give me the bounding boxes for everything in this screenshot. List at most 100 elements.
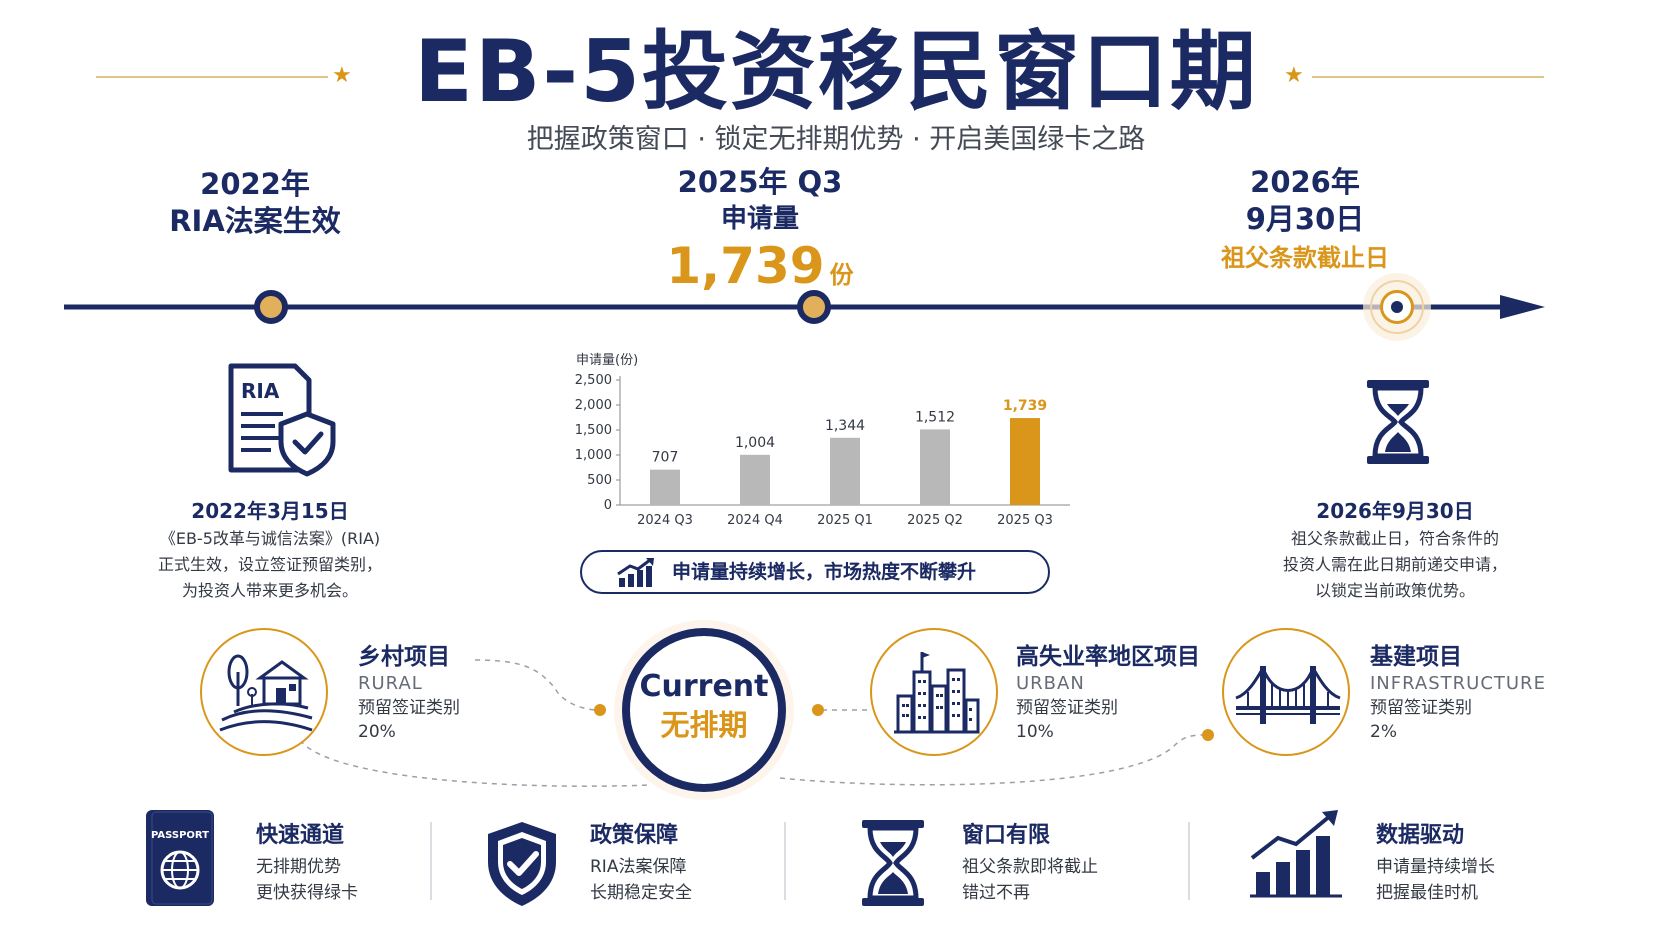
chart-x-tick-label: 2024 Q4 <box>727 513 783 528</box>
decor-line-right <box>1312 76 1544 78</box>
feature-line: RIA法案保障 <box>590 857 687 877</box>
category-pct: 10% <box>1016 722 1054 742</box>
chart-y-tick-label: 0 <box>604 498 612 513</box>
category-en: RURAL <box>358 673 423 694</box>
chart-y-tick-label: 1,500 <box>575 423 612 438</box>
trending-up-chart-icon <box>617 558 654 587</box>
dashed-connectors <box>299 659 1214 787</box>
deadline-date: 2026年9月30日 <box>1316 499 1474 523</box>
chart-bar <box>740 454 770 505</box>
milestone-2025: 2025年 Q3 申请量 1,739 份 <box>610 164 910 306</box>
divider <box>1188 822 1190 900</box>
page-subtitle: 把握政策窗口 · 锁定无排期优势 · 开启美国绿卡之路 <box>526 124 1146 155</box>
feature-line: 更快获得绿卡 <box>256 883 358 903</box>
timeline-arrow-icon <box>1500 295 1545 319</box>
feature-title: 窗口有限 <box>962 823 1051 848</box>
ria-description: 2022年3月15日 《EB-5改革与诚信法案》(RIA) 正式生效，设立签证预… <box>120 496 420 604</box>
svg-text:RIA: RIA <box>241 379 280 403</box>
growth-chart-icon <box>1250 810 1342 898</box>
ria-desc-line: 正式生效，设立签证预留类别， <box>157 555 382 574</box>
chart-y-axis-label: 申请量(份) <box>576 353 638 368</box>
hourglass-icon <box>1367 380 1429 464</box>
page-title: EB-5投资移民窗口期 <box>414 22 1258 122</box>
feature-title: 数据驱动 <box>1376 823 1465 848</box>
infrastructure-icon-circle <box>1222 628 1350 756</box>
urban-icon-circle <box>870 628 998 756</box>
milestone-year: 2022年 <box>200 167 310 201</box>
chart-x-tick-label: 2025 Q2 <box>907 513 963 528</box>
category-desc: 预留签证类别 <box>358 698 460 718</box>
milestone-date: 9月30日 <box>1245 202 1365 236</box>
chart-y-tick-label: 2,500 <box>575 373 612 388</box>
deadline-desc-line: 投资人需在此日期前递交申请， <box>1282 555 1507 574</box>
milestone-value: 1,739 份 <box>610 238 910 306</box>
category-en: INFRASTRUCTURE <box>1370 673 1546 694</box>
passport-icon-text: PASSPORT <box>151 830 209 841</box>
chart-bar <box>1010 418 1040 505</box>
feature-title: 快速通道 <box>256 823 345 848</box>
timeline-node-2022 <box>254 290 288 324</box>
category-desc: 预留签证类别 <box>1016 698 1118 718</box>
trend-banner-text: 申请量持续增长，市场热度不断攀升 <box>672 561 977 583</box>
deadline-desc-line: 祖父条款截止日，符合条件的 <box>1290 529 1499 548</box>
applications-bar-chart: 申请量(份) 0 500 1,000 1,500 2,000 2,500 707 2024 Q3… <box>575 353 1070 528</box>
category-desc: 预留签证类别 <box>1370 698 1472 718</box>
hourglass-icon <box>862 820 924 906</box>
milestone-year: 2025年 Q3 <box>677 165 843 199</box>
category-rural: 乡村项目 RURAL 预留签证类别 20% <box>358 642 578 744</box>
city-buildings-icon <box>894 652 980 734</box>
deadline-description: 2026年9月30日 祖父条款截止日，符合条件的 投资人需在此日期前递交申请， … <box>1240 496 1550 604</box>
category-title: 高失业率地区项目 <box>1016 644 1200 670</box>
ria-document-shield-icon: RIA <box>228 363 336 477</box>
timeline-node-2025 <box>797 290 831 324</box>
timeline-axis <box>64 273 1545 341</box>
milestone-label: 申请量 <box>720 204 799 234</box>
feature-title: 政策保障 <box>590 823 679 848</box>
chart-y-tick-label: 2,000 <box>575 398 612 413</box>
trend-banner: 申请量持续增长，市场热度不断攀升 <box>580 550 1050 594</box>
feature-line: 祖父条款即将截止 <box>962 857 1098 877</box>
feature-line: 申请量持续增长 <box>1376 857 1495 877</box>
feature-line: 长期稳定安全 <box>590 883 692 903</box>
milestone-2026: 2026年 9月30日 祖父条款截止日 <box>1160 164 1450 273</box>
divider <box>784 822 786 900</box>
category-en: URBAN <box>1016 673 1085 694</box>
rural-house-icon <box>219 654 313 732</box>
category-pct: 20% <box>358 722 396 742</box>
rural-icon-circle <box>200 628 328 756</box>
chart-y-tick-label: 500 <box>587 473 612 488</box>
feature-line: 把握最佳时机 <box>1376 883 1478 903</box>
milestone-2022: 2022年 RIA法案生效 <box>130 166 380 240</box>
decor-line-left <box>96 76 328 78</box>
bridge-icon <box>1235 666 1341 724</box>
feature-fast-track: 快速通道 无排期优势 更快获得绿卡 <box>256 822 426 906</box>
chart-data-label: 1,739 <box>1003 398 1047 414</box>
ria-desc-line: 为投资人带来更多机会。 <box>181 581 358 600</box>
milestone-label: 祖父条款截止日 <box>1221 244 1389 272</box>
feature-data: 数据驱动 申请量持续增长 把握最佳时机 <box>1376 822 1576 906</box>
current-badge: Current 无排期 <box>622 628 786 792</box>
category-infrastructure: 基建项目 INFRASTRUCTURE 预留签证类别 2% <box>1370 642 1650 744</box>
current-label: Current <box>639 669 769 704</box>
chart-bar <box>650 469 680 505</box>
ria-date: 2022年3月15日 <box>191 499 349 523</box>
ria-desc-line: 《EB-5改革与诚信法案》(RIA) <box>159 529 381 548</box>
chart-x-tick-label: 2024 Q3 <box>637 513 693 528</box>
applications-unit: 份 <box>829 261 854 289</box>
deadline-desc-line: 以锁定当前政策优势。 <box>1314 581 1475 600</box>
chart-bar <box>830 437 860 505</box>
milestone-label: RIA法案生效 <box>169 204 341 238</box>
star-icon: ★ <box>332 63 352 88</box>
chart-y-tick-label: 1,000 <box>575 448 612 463</box>
category-title: 基建项目 <box>1370 644 1462 670</box>
passport-icon: PASSPORT <box>146 810 214 906</box>
applications-count: 1,739 <box>666 237 825 295</box>
feature-line: 错过不再 <box>962 883 1030 903</box>
chart-x-tick-label: 2025 Q3 <box>997 513 1053 528</box>
feature-policy: 政策保障 RIA法案保障 长期稳定安全 <box>590 822 760 906</box>
category-pct: 2% <box>1370 722 1397 742</box>
milestone-year: 2026年 <box>1250 165 1360 199</box>
feature-window: 窗口有限 祖父条款即将截止 错过不再 <box>962 822 1162 906</box>
chart-data-label: 1,512 <box>915 409 955 425</box>
category-title: 乡村项目 <box>358 644 450 670</box>
